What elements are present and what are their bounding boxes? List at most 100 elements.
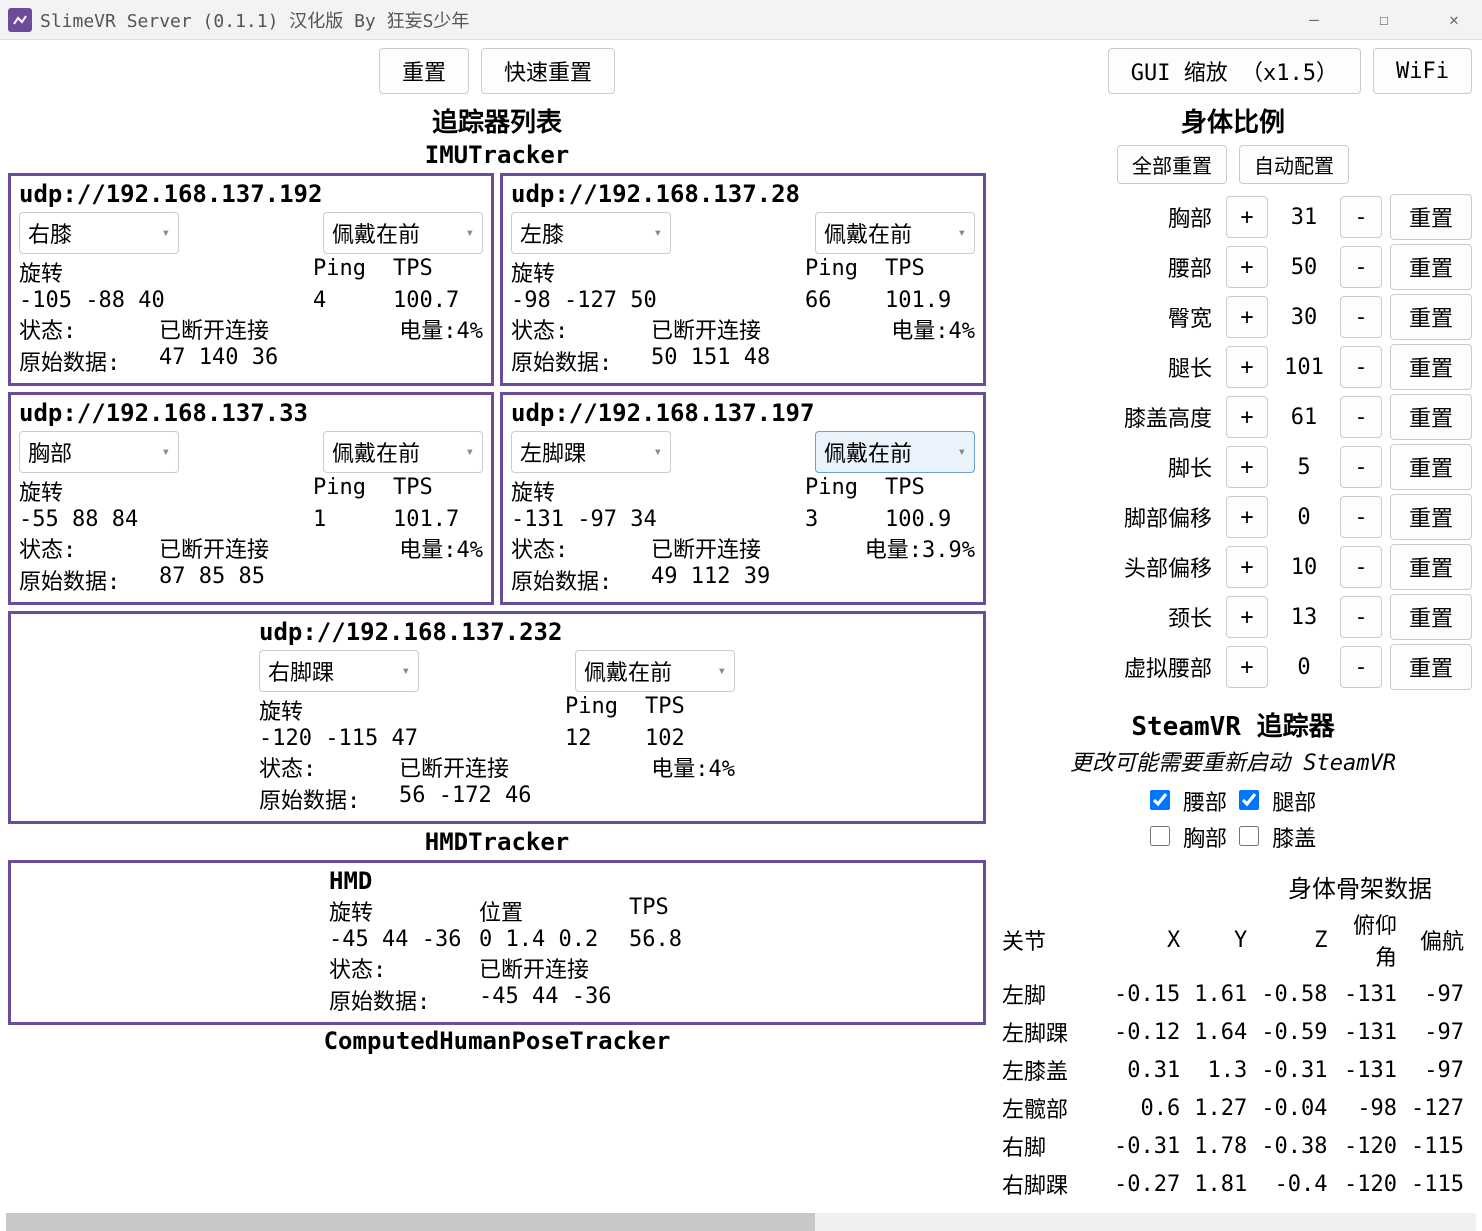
proportion-label: 脚长 xyxy=(1098,451,1218,483)
plus-button[interactable]: + xyxy=(1226,196,1268,238)
hmd-position: 0 1.4 0.2 xyxy=(479,927,629,952)
minus-button[interactable]: - xyxy=(1340,546,1382,588)
body-part-select[interactable]: 右脚踝▾ xyxy=(259,650,419,692)
right-pane: GUI 缩放 （x1.5） WiFi 身体比例 全部重置 自动配置 胸部 + 3… xyxy=(990,40,1480,1231)
rotation-value: -55 88 84 xyxy=(19,507,313,532)
reset-button[interactable]: 重置 xyxy=(1390,444,1472,490)
proportion-label: 胸部 xyxy=(1098,201,1218,233)
body-part-select[interactable]: 右膝▾ xyxy=(19,212,179,254)
rotation-value: -131 -97 34 xyxy=(511,507,805,532)
tracker-card: udp://192.168.137.33 胸部▾ 佩戴在前▾ 旋转 Ping T… xyxy=(8,392,494,605)
proportion-row: 膝盖高度 + 61 - 重置 xyxy=(994,394,1472,440)
body-part-select[interactable]: 胸部▾ xyxy=(19,431,179,473)
tps-label: TPS xyxy=(393,475,483,507)
cb-waist[interactable]: 腰部 xyxy=(1150,785,1227,817)
proportion-label: 臀宽 xyxy=(1098,301,1218,333)
plus-button[interactable]: + xyxy=(1226,296,1268,338)
skeleton-table: 关节XYZ俯仰角偏航 左脚-0.151.61-0.58-131-97左脚踝-0.… xyxy=(994,904,1472,1204)
plus-button[interactable]: + xyxy=(1226,446,1268,488)
reset-button[interactable]: 重置 xyxy=(379,48,469,94)
mount-select[interactable]: 佩戴在前▾ xyxy=(575,650,735,692)
position-label: 位置 xyxy=(479,895,629,927)
skeleton-header: 偏航 xyxy=(1405,906,1470,974)
proportion-row: 头部偏移 + 10 - 重置 xyxy=(994,544,1472,590)
reset-button[interactable]: 重置 xyxy=(1390,544,1472,590)
proportion-value: 61 xyxy=(1276,405,1332,430)
minus-button[interactable]: - xyxy=(1340,496,1382,538)
mount-select[interactable]: 佩戴在前▾ xyxy=(815,431,975,473)
status-value: 已断开连接 xyxy=(651,313,891,345)
tps-label: TPS xyxy=(393,256,483,288)
proportion-value: 31 xyxy=(1276,205,1332,230)
minus-button[interactable]: - xyxy=(1340,296,1382,338)
tps-label: TPS xyxy=(629,895,669,927)
plus-button[interactable]: + xyxy=(1226,646,1268,688)
plus-button[interactable]: + xyxy=(1226,546,1268,588)
cb-legs[interactable]: 腿部 xyxy=(1239,785,1316,817)
skeleton-header: X xyxy=(1108,906,1186,974)
cb-chest[interactable]: 胸部 xyxy=(1150,821,1227,853)
reset-button[interactable]: 重置 xyxy=(1390,394,1472,440)
reset-all-button[interactable]: 全部重置 xyxy=(1117,145,1227,184)
computed-title: ComputedHumanPoseTracker xyxy=(8,1027,986,1055)
plus-button[interactable]: + xyxy=(1226,496,1268,538)
reset-button[interactable]: 重置 xyxy=(1390,644,1472,690)
battery-label: 电量:3.9% xyxy=(865,532,975,564)
wifi-button[interactable]: WiFi xyxy=(1373,48,1472,94)
rotation-label: 旋转 xyxy=(19,256,313,288)
minus-button[interactable]: - xyxy=(1340,396,1382,438)
status-value: 已断开连接 xyxy=(159,532,399,564)
minus-button[interactable]: - xyxy=(1340,446,1382,488)
rotation-label: 旋转 xyxy=(19,475,313,507)
minus-button[interactable]: - xyxy=(1340,646,1382,688)
mount-select[interactable]: 佩戴在前▾ xyxy=(815,212,975,254)
mount-select[interactable]: 佩戴在前▾ xyxy=(323,212,483,254)
battery-label: 电量:4% xyxy=(399,532,483,564)
proportion-label: 虚拟腰部 xyxy=(1098,651,1218,683)
reset-button[interactable]: 重置 xyxy=(1390,594,1472,640)
skeleton-header: Y xyxy=(1188,906,1253,974)
minus-button[interactable]: - xyxy=(1340,196,1382,238)
raw-value: 47 140 36 xyxy=(159,345,278,377)
minus-button[interactable]: - xyxy=(1340,596,1382,638)
plus-button[interactable]: + xyxy=(1226,596,1268,638)
body-part-select[interactable]: 左脚踝▾ xyxy=(511,431,671,473)
skeleton-row: 右脚踝-0.271.81-0.4-120-115 xyxy=(996,1166,1470,1202)
status-label: 状态: xyxy=(19,532,159,564)
auto-config-button[interactable]: 自动配置 xyxy=(1239,145,1349,184)
proportion-row: 颈长 + 13 - 重置 xyxy=(994,594,1472,640)
proportion-value: 0 xyxy=(1276,655,1332,680)
skeleton-header: 俯仰角 xyxy=(1335,906,1403,974)
raw-label: 原始数据: xyxy=(511,564,651,596)
gui-zoom-button[interactable]: GUI 缩放 （x1.5） xyxy=(1108,48,1361,94)
body-part-select[interactable]: 左膝▾ xyxy=(511,212,671,254)
mount-select[interactable]: 佩戴在前▾ xyxy=(323,431,483,473)
tracker-url: udp://192.168.137.28 xyxy=(511,180,975,208)
maximize-button[interactable]: ☐ xyxy=(1364,5,1404,35)
quick-reset-button[interactable]: 快速重置 xyxy=(481,48,615,94)
hmd-status: 已断开连接 xyxy=(479,952,589,984)
reset-button[interactable]: 重置 xyxy=(1390,344,1472,390)
tps-value: 101.7 xyxy=(393,507,483,532)
plus-button[interactable]: + xyxy=(1226,346,1268,388)
hmd-raw: -45 44 -36 xyxy=(479,984,611,1016)
minus-button[interactable]: - xyxy=(1340,246,1382,288)
reset-button[interactable]: 重置 xyxy=(1390,244,1472,290)
reset-button[interactable]: 重置 xyxy=(1390,294,1472,340)
raw-value: 50 151 48 xyxy=(651,345,770,377)
window-title: SlimeVR Server (0.1.1) 汉化版 By 狂妄S少年 xyxy=(40,7,469,33)
close-button[interactable]: ✕ xyxy=(1434,5,1474,35)
minimize-button[interactable]: — xyxy=(1294,5,1334,35)
proportion-row: 脚部偏移 + 0 - 重置 xyxy=(994,494,1472,540)
minus-button[interactable]: - xyxy=(1340,346,1382,388)
reset-button[interactable]: 重置 xyxy=(1390,494,1472,540)
plus-button[interactable]: + xyxy=(1226,246,1268,288)
cb-knees[interactable]: 膝盖 xyxy=(1239,821,1316,853)
rotation-label: 旋转 xyxy=(259,694,565,726)
plus-button[interactable]: + xyxy=(1226,396,1268,438)
steamvr-note: 更改可能需要重新启动 SteamVR xyxy=(994,745,1472,777)
reset-button[interactable]: 重置 xyxy=(1390,194,1472,240)
proportion-label: 腰部 xyxy=(1098,251,1218,283)
raw-label: 原始数据: xyxy=(19,345,159,377)
horizontal-scrollbar[interactable] xyxy=(6,1213,1476,1231)
